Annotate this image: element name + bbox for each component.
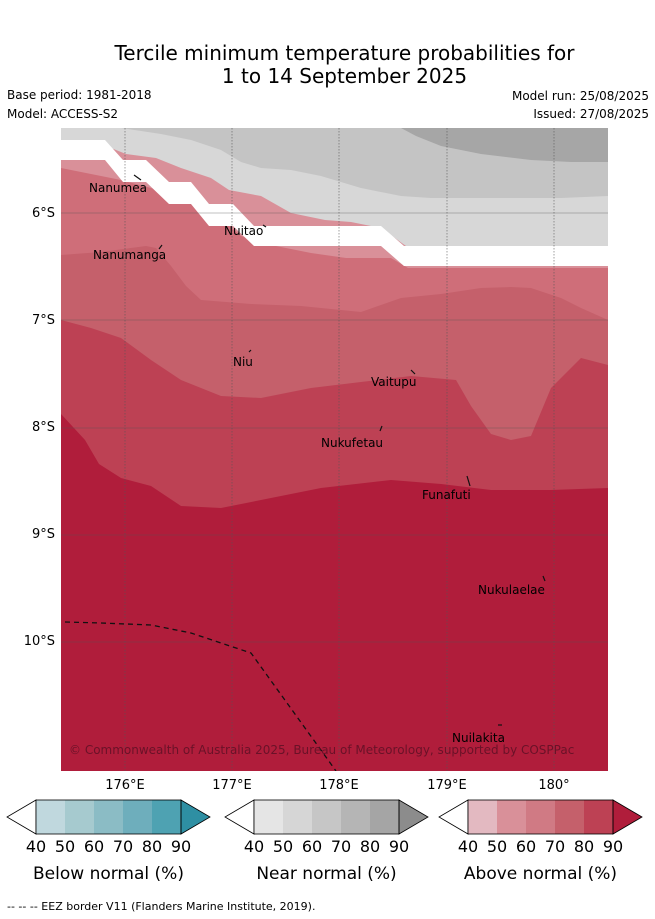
place-label-vaitupu: Vaitupu	[371, 375, 417, 389]
tick-label: 70	[112, 837, 134, 856]
band-near-60	[401, 128, 608, 162]
colorbar-near-title: Near normal (%)	[256, 864, 397, 884]
nukulaelae-island-mark	[542, 575, 546, 582]
tick-label: 90	[388, 837, 410, 856]
model-text: Model: ACCESS-S2	[7, 107, 119, 121]
tick-label: 70	[544, 837, 566, 856]
lon-label-179e: 179°E	[427, 778, 467, 793]
colorbar-below-title: Below normal (%)	[33, 864, 184, 884]
colorbar-near-normal	[224, 799, 429, 835]
niu-island-mark	[248, 349, 252, 353]
lon-label-177e: 177°E	[212, 778, 252, 793]
lat-label-8s: 8°S	[31, 420, 55, 435]
vaitupu-island-mark	[410, 369, 416, 375]
tick-label: 80	[141, 837, 163, 856]
copyright-credit: © Commonwealth of Australia 2025, Bureau…	[69, 743, 574, 757]
tick-label: 90	[602, 837, 624, 856]
tick-label: 40	[457, 837, 479, 856]
place-label-nuilakita: Nuilakita	[452, 731, 505, 745]
tick-label: 60	[83, 837, 105, 856]
place-label-nukufetau: Nukufetau	[321, 436, 383, 450]
lat-label-6s: 6°S	[31, 206, 55, 221]
lon-label-178e: 178°E	[319, 778, 359, 793]
tick-label: 50	[486, 837, 508, 856]
nanumanga-island-mark	[158, 244, 163, 250]
nukufetau-island-mark	[379, 425, 383, 432]
tick-label: 60	[515, 837, 537, 856]
nuitao-island-mark	[262, 224, 267, 228]
issued-text: Issued: 27/08/2025	[533, 107, 649, 121]
tick-label: 40	[243, 837, 265, 856]
place-label-nanumanga: Nanumanga	[93, 248, 166, 262]
tick-label: 50	[54, 837, 76, 856]
place-label-nuitao: Nuitao	[224, 224, 263, 238]
lon-label-180: 180°	[538, 778, 570, 793]
eez-border	[64, 621, 337, 771]
colorbar-above-normal	[438, 799, 643, 835]
tick-label: 40	[25, 837, 47, 856]
chart-title-line-2: 1 to 14 September 2025	[221, 64, 468, 88]
lon-label-176e: 176°E	[105, 778, 145, 793]
lat-label-7s: 7°S	[31, 313, 55, 328]
colorbar-below-normal	[6, 799, 211, 835]
funafuti-island-mark	[466, 475, 471, 487]
tick-label: 80	[359, 837, 381, 856]
place-label-funafuti: Funafuti	[422, 488, 471, 502]
tick-label: 80	[573, 837, 595, 856]
lat-label-9s: 9°S	[31, 527, 55, 542]
white-gap	[61, 140, 608, 266]
place-label-nukulaelae: Nukulaelae	[478, 583, 545, 597]
base-period-text: Base period: 1981-2018	[7, 88, 152, 102]
nanumea-island-mark	[133, 174, 142, 181]
colorbar-above-title: Above normal (%)	[463, 864, 618, 884]
lat-label-10s: 10°S	[23, 634, 55, 649]
tick-label: 50	[272, 837, 294, 856]
eez-footnote: -- -- -- EEZ border V11 (Flanders Marine…	[7, 900, 316, 913]
tick-label: 90	[170, 837, 192, 856]
model-run-text: Model run: 25/08/2025	[511, 89, 649, 103]
place-label-niu: Niu	[233, 355, 253, 369]
tick-label: 60	[301, 837, 323, 856]
tick-label: 70	[330, 837, 352, 856]
chart-title-line-1: Tercile minimum temperature probabilitie…	[114, 41, 575, 65]
place-label-nanumea: Nanumea	[89, 181, 147, 195]
probability-map: Nanumea Nuitao Nanumanga Niu Vaitupu Nuk…	[61, 128, 608, 771]
